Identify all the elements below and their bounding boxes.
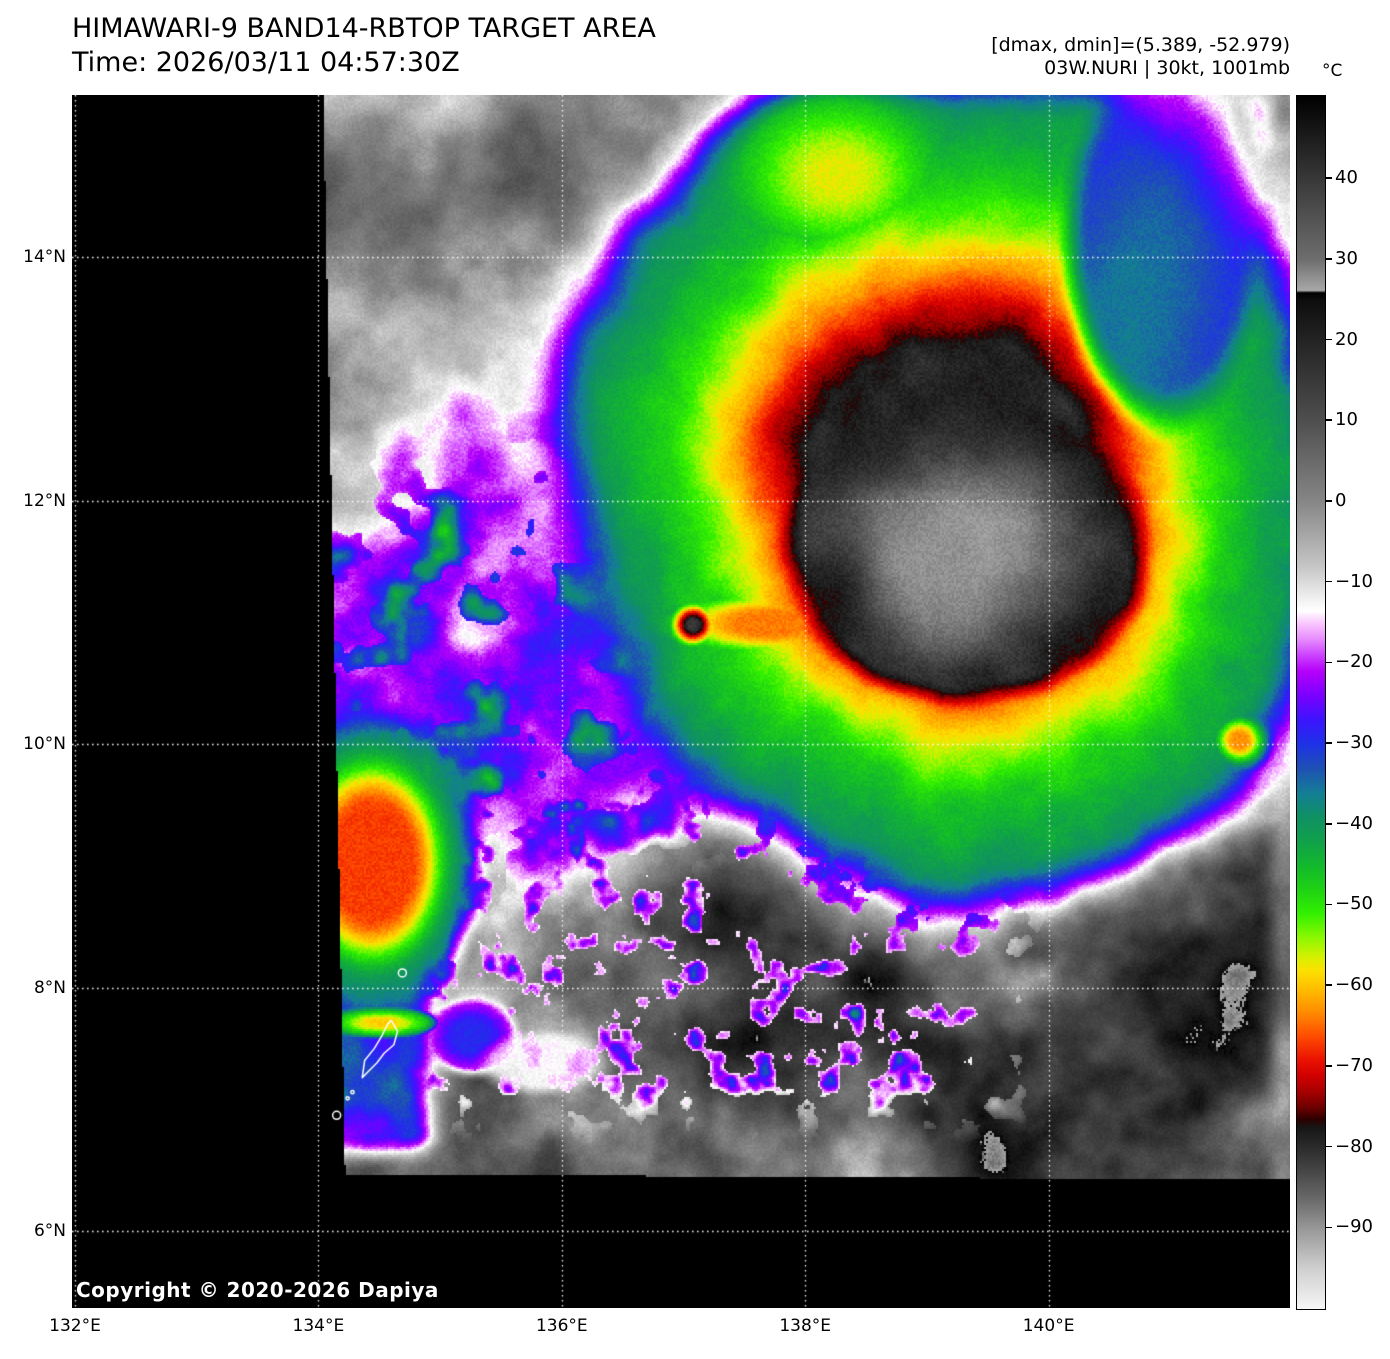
- colorbar-tick-label: −20: [1335, 651, 1373, 673]
- colorbar-tick: [1326, 177, 1332, 179]
- colorbar: [1296, 95, 1326, 1310]
- colorbar-tick: [1326, 419, 1332, 421]
- colorbar-tick-label: −10: [1335, 570, 1373, 592]
- colorbar-tick: [1326, 258, 1332, 260]
- x-tick-label: 132°E: [49, 1316, 101, 1336]
- colorbar-tick: [1326, 1065, 1332, 1067]
- colorbar-tick-label: 0: [1335, 489, 1347, 511]
- colorbar-tick: [1326, 742, 1332, 744]
- x-tick-label: 134°E: [292, 1316, 345, 1336]
- time-label: Time: 2026/03/11 04:57:30Z: [72, 47, 460, 78]
- x-tick-label: 138°E: [779, 1316, 832, 1336]
- x-tick-label: 136°E: [535, 1316, 588, 1336]
- copyright-label: Copyright © 2020-2026 Dapiya: [76, 1278, 439, 1302]
- colorbar-tick-label: −40: [1335, 812, 1373, 834]
- meta-block: [dmax, dmin]=(5.389, -52.979) 03W.NURI |…: [991, 34, 1290, 80]
- colorbar-tick: [1326, 903, 1332, 906]
- colorbar-tick: [1326, 1145, 1332, 1148]
- colorbar-tick: [1326, 500, 1332, 502]
- y-tick-label: 8°N: [33, 977, 66, 998]
- colorbar-tick: [1326, 823, 1332, 825]
- colorbar-tick-label: −90: [1335, 1216, 1373, 1238]
- colorbar-tick-label: −30: [1335, 732, 1373, 754]
- colorbar-tick: [1326, 1226, 1332, 1229]
- satellite-image-canvas: [72, 95, 1290, 1308]
- colorbar-tick-label: 40: [1335, 167, 1358, 189]
- colorbar-tick-label: 20: [1335, 328, 1358, 350]
- x-tick-label: 140°E: [1022, 1316, 1075, 1336]
- y-tick-label: 10°N: [23, 734, 66, 754]
- y-tick-label: 6°N: [33, 1221, 66, 1241]
- title-block: HIMAWARI-9 BAND14-RBTOP TARGET AREA Time…: [72, 12, 656, 80]
- colorbar-tick: [1326, 661, 1332, 664]
- colorbar-tick-label: −80: [1335, 1135, 1373, 1157]
- colorbar-tick: [1326, 338, 1332, 341]
- colorbar-tick-label: −70: [1335, 1054, 1373, 1076]
- colorbar-unit-label: °C: [1322, 61, 1343, 81]
- y-tick-label: 14°N: [23, 247, 66, 267]
- page-title: HIMAWARI-9 BAND14-RBTOP TARGET AREA: [72, 13, 656, 44]
- colorbar-tick: [1326, 984, 1332, 986]
- map-plot: Copyright © 2020-2026 Dapiya: [72, 95, 1290, 1308]
- colorbar-tick-label: 10: [1335, 409, 1358, 431]
- colorbar-tick-label: −50: [1335, 893, 1373, 915]
- dmax-dmin-label: [dmax, dmin]=(5.389, -52.979): [991, 34, 1290, 56]
- colorbar-tick: [1326, 580, 1332, 583]
- colorbar-tick-label: −60: [1335, 974, 1373, 996]
- y-tick-label: 12°N: [23, 490, 66, 511]
- colorbar-tick-label: 30: [1335, 247, 1358, 269]
- storm-info-label: 03W.NURI | 30kt, 1001mb: [1044, 57, 1290, 79]
